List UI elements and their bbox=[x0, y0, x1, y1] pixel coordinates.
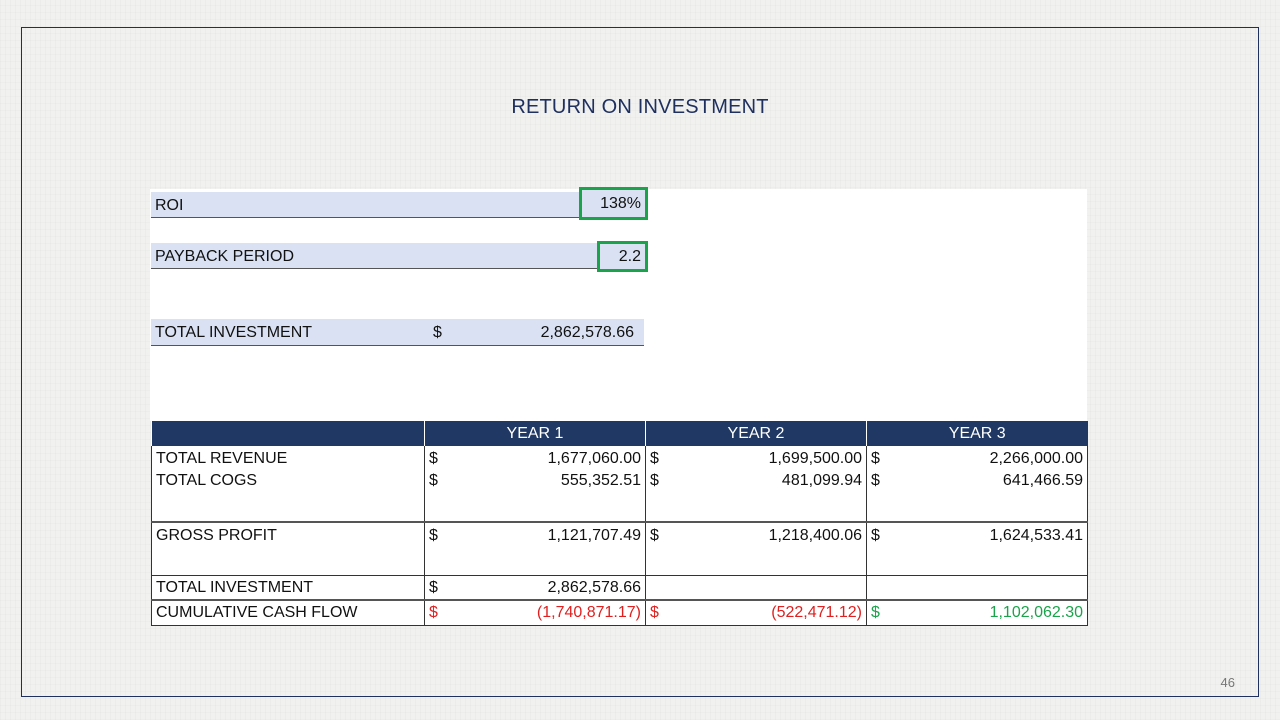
row-label: CUMULATIVE CASH FLOW bbox=[151, 599, 425, 626]
header-year-3: YEAR 3 bbox=[866, 421, 1088, 446]
total-investment-row: TOTAL INVESTMENT $ 2,862,578.66 bbox=[151, 319, 644, 346]
cell-value: 1,624,533.41 bbox=[989, 527, 1083, 544]
roi-row: ROI bbox=[151, 192, 581, 218]
cell-value: 481,099.94 bbox=[781, 472, 862, 489]
currency-sign: $ bbox=[871, 450, 880, 467]
payback-value-cell[interactable]: 2.2 bbox=[597, 241, 648, 272]
cell-value: 2,266,000.00 bbox=[989, 450, 1083, 467]
roi-value-cell[interactable]: 138% bbox=[579, 187, 648, 220]
currency-sign: $ bbox=[871, 472, 880, 489]
table-row-cash-flow: CUMULATIVE CASH FLOW $ (1,740,871.17) $ (5… bbox=[151, 599, 1088, 626]
cell-value-negative: (1,740,871.17) bbox=[536, 604, 641, 621]
kpi-panel bbox=[150, 189, 1087, 421]
cell-value-negative: (522,471.12) bbox=[771, 604, 862, 621]
table-row-revenue: TOTAL REVENUE $1,677,060.00 $1,699,500.0… bbox=[151, 446, 1088, 472]
row-label: TOTAL INVESTMENT bbox=[151, 574, 425, 600]
cell-value: 555,352.51 bbox=[560, 472, 641, 489]
table-row-investment: TOTAL INVESTMENT $2,862,578.66 bbox=[151, 574, 1088, 600]
financial-table: YEAR 1 YEAR 2 YEAR 3 TOTAL REVENUE $1,67… bbox=[151, 421, 1088, 626]
currency-sign: $ bbox=[650, 604, 659, 621]
cell-value-positive: 1,102,062.30 bbox=[989, 604, 1083, 621]
page-number: 46 bbox=[1220, 675, 1235, 690]
currency-sign: $ bbox=[429, 604, 438, 621]
row-label: TOTAL REVENUE bbox=[151, 446, 425, 472]
slide-title: RETURN ON INVESTMENT bbox=[511, 96, 769, 118]
currency-sign: $ bbox=[650, 527, 659, 544]
total-investment-label: TOTAL INVESTMENT bbox=[155, 324, 313, 341]
header-year-1: YEAR 1 bbox=[424, 421, 646, 446]
total-investment-value: 2,862,578.66 bbox=[540, 324, 634, 341]
currency-sign: $ bbox=[871, 604, 880, 621]
slide-frame bbox=[21, 27, 1259, 697]
table-row-gross-profit: GROSS PROFIT $1,121,707.49 $1,218,400.06… bbox=[151, 521, 1088, 575]
header-blank bbox=[151, 421, 425, 446]
cell-value: 1,121,707.49 bbox=[547, 527, 641, 544]
cell-value: 1,218,400.06 bbox=[768, 527, 862, 544]
cell-value: 1,699,500.00 bbox=[768, 450, 862, 467]
total-investment-currency: $ bbox=[433, 324, 442, 341]
currency-sign: $ bbox=[429, 472, 438, 489]
table-header-row: YEAR 1 YEAR 2 YEAR 3 bbox=[151, 421, 1088, 446]
currency-sign: $ bbox=[871, 527, 880, 544]
payback-row: PAYBACK PERIOD bbox=[151, 243, 599, 269]
table-row-cogs: TOTAL COGS $555,352.51 $481,099.94 $641,… bbox=[151, 472, 1088, 522]
currency-sign: $ bbox=[650, 450, 659, 467]
cell-value: 641,466.59 bbox=[1002, 472, 1083, 489]
header-year-2: YEAR 2 bbox=[645, 421, 867, 446]
cell-value: 2,862,578.66 bbox=[547, 578, 641, 596]
payback-label: PAYBACK PERIOD bbox=[155, 248, 294, 265]
cell-value: 1,677,060.00 bbox=[547, 450, 641, 467]
roi-label: ROI bbox=[155, 197, 184, 214]
currency-sign: $ bbox=[429, 527, 438, 544]
currency-sign: $ bbox=[429, 578, 438, 596]
row-label: TOTAL COGS bbox=[151, 472, 425, 522]
row-label: GROSS PROFIT bbox=[151, 521, 425, 575]
currency-sign: $ bbox=[650, 472, 659, 489]
currency-sign: $ bbox=[429, 450, 438, 467]
